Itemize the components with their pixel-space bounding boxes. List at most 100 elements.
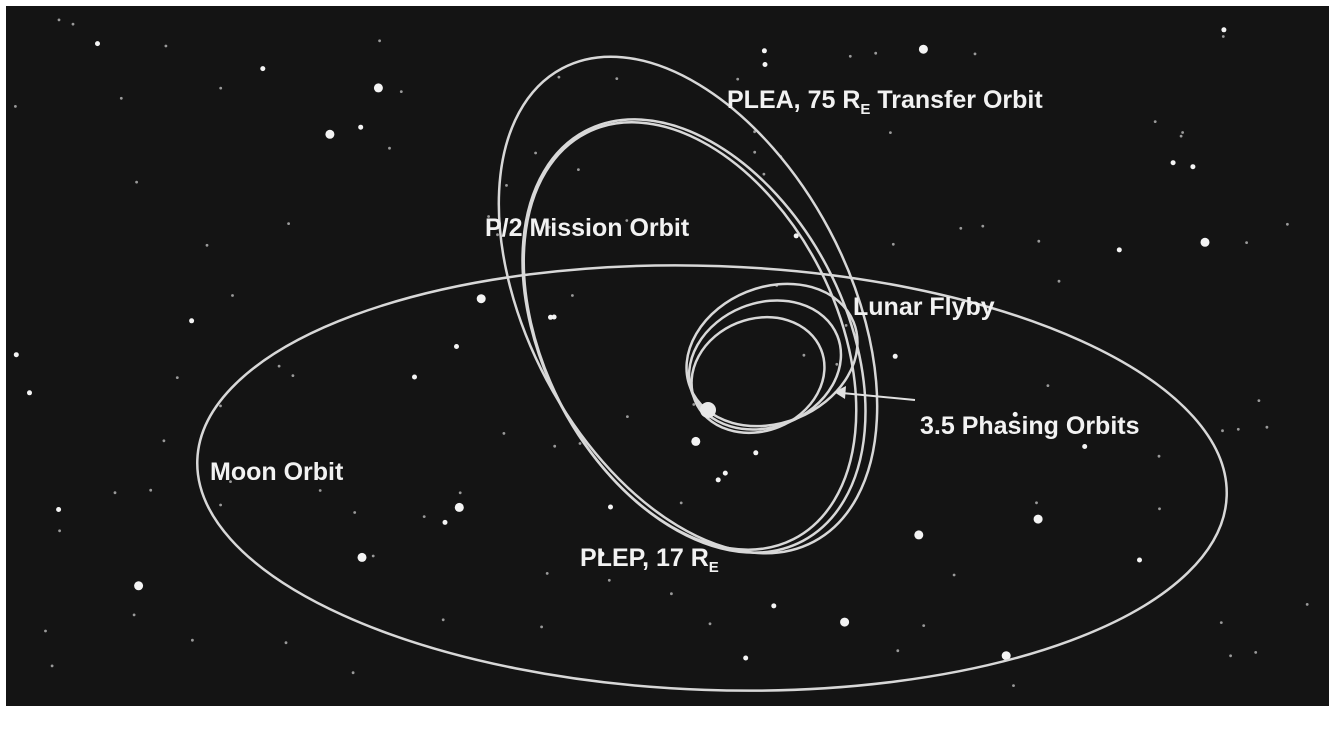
star [1190, 164, 1196, 170]
star [164, 44, 168, 48]
star [1153, 120, 1157, 123]
star [1305, 603, 1309, 606]
star [922, 624, 926, 627]
star [840, 617, 850, 627]
star [373, 83, 383, 93]
star [1057, 279, 1061, 283]
star [1082, 444, 1088, 449]
star [548, 314, 553, 320]
star [1035, 501, 1038, 505]
star [1137, 557, 1142, 563]
star [13, 352, 19, 358]
arrow-head [834, 386, 846, 399]
star [71, 22, 75, 26]
star [557, 75, 561, 79]
moon-orbit [196, 264, 1228, 692]
star [571, 294, 574, 297]
star [219, 503, 223, 507]
star [762, 62, 768, 67]
stars [13, 18, 1309, 687]
star [771, 603, 777, 609]
star [959, 226, 963, 230]
star [325, 129, 335, 139]
star [691, 436, 701, 446]
star [441, 618, 445, 622]
star [918, 44, 928, 54]
star [358, 124, 364, 130]
star [607, 578, 611, 582]
star [802, 353, 806, 357]
star [599, 551, 605, 557]
star [57, 18, 61, 22]
label-text: PLEA, 75 R [727, 86, 860, 114]
star [476, 294, 486, 304]
transfer-orbit [497, 55, 879, 555]
star [625, 219, 629, 222]
star [551, 314, 557, 320]
star [287, 222, 290, 226]
star [162, 439, 166, 443]
star [692, 403, 696, 406]
star [422, 515, 426, 518]
star [1116, 247, 1122, 253]
star [892, 353, 898, 359]
label: PLEA, 75 RE Transfer Orbit [727, 86, 1043, 118]
mission-orbit-2 [522, 121, 858, 551]
label: PLEP, 17 RE [580, 544, 719, 576]
star [189, 318, 195, 324]
star [284, 641, 288, 645]
star [412, 374, 417, 380]
star [670, 592, 673, 596]
label: Lunar Flyby [853, 293, 995, 321]
star [753, 130, 756, 134]
star [505, 184, 508, 187]
star [952, 573, 956, 577]
phasing-orbit [690, 315, 826, 435]
star [44, 629, 47, 633]
star [889, 131, 892, 135]
star [844, 324, 848, 327]
star [1257, 399, 1261, 402]
star [1236, 427, 1240, 431]
star [615, 77, 619, 80]
star [1033, 514, 1043, 524]
star [1170, 160, 1176, 166]
star [277, 364, 281, 368]
star [1200, 237, 1210, 247]
star [1179, 134, 1183, 138]
star [27, 390, 32, 396]
star [291, 374, 295, 377]
star [545, 572, 549, 575]
star [357, 552, 367, 562]
label-subscript: E [709, 559, 719, 576]
star [553, 444, 557, 448]
star [318, 489, 322, 492]
star [231, 294, 234, 297]
star [1286, 222, 1289, 226]
star [1037, 239, 1041, 243]
star [1046, 384, 1050, 387]
star [1229, 654, 1232, 658]
star [458, 491, 462, 495]
star [1219, 621, 1223, 624]
star [1221, 35, 1225, 38]
star [753, 150, 757, 154]
star [761, 48, 767, 54]
star [708, 622, 712, 626]
star [135, 180, 139, 184]
star [175, 376, 179, 379]
star [219, 404, 222, 408]
star [205, 243, 209, 247]
star [1265, 425, 1269, 429]
star [388, 146, 391, 150]
star [577, 168, 580, 172]
star [578, 442, 582, 445]
star [260, 66, 266, 72]
star [1245, 241, 1248, 245]
star [722, 470, 728, 476]
star [454, 344, 459, 349]
star [896, 649, 900, 653]
star [132, 613, 136, 617]
star [753, 450, 759, 456]
